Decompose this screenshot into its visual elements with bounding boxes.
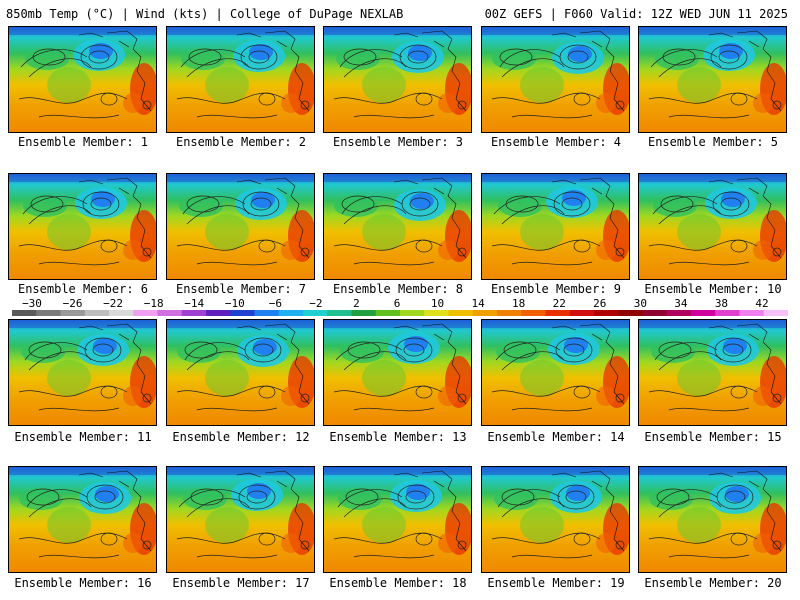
ensemble-member-label: Ensemble Member: 15 — [644, 430, 782, 444]
colorbar-swatch — [351, 310, 377, 316]
colorbar-swatch — [691, 310, 716, 316]
colorbar-tick-label: 34 — [674, 297, 688, 310]
ensemble-member-label: Ensemble Member: 12 — [172, 430, 310, 444]
colorbar-tick-label: 10 — [430, 297, 445, 310]
ensemble-map-panel — [481, 173, 630, 280]
ensemble-map-panel — [166, 26, 315, 133]
colorbar-tick-label: −30 — [22, 297, 42, 310]
colorbar-tick-label: 6 — [393, 297, 401, 310]
ensemble-member-label: Ensemble Member: 5 — [647, 135, 779, 149]
colorbar-tick-label: 2 — [353, 297, 360, 310]
colorbar-swatch — [521, 310, 546, 316]
colorbar-swatch — [12, 310, 37, 316]
colorbar-swatch — [400, 310, 425, 316]
ensemble-map-panel — [481, 466, 630, 573]
ensemble-member-label: Ensemble Member: 4 — [490, 135, 622, 149]
ensemble-map-panel — [481, 319, 630, 426]
ensemble-map-panel — [323, 319, 472, 426]
ensemble-map-panel — [166, 173, 315, 280]
colorbar-swatch — [424, 310, 449, 316]
colorbar-swatch — [84, 310, 110, 316]
ensemble-member-label: Ensemble Member: 13 — [329, 430, 467, 444]
ensemble-member-label: Ensemble Member: 14 — [487, 430, 625, 444]
ensemble-map-panel — [638, 26, 787, 133]
colorbar-swatch — [303, 310, 328, 316]
colorbar-swatch — [763, 310, 788, 316]
colorbar-tick-label: −22 — [103, 297, 124, 310]
ensemble-map-panel — [638, 319, 787, 426]
colorbar-swatch — [594, 310, 619, 316]
colorbar-tick-label: 22 — [552, 297, 566, 310]
colorbar-tick-label: −10 — [224, 297, 245, 310]
colorbar-swatch — [230, 310, 255, 316]
ensemble-member-label: Ensemble Member: 7 — [175, 282, 307, 296]
colorbar-tick-label: 30 — [633, 297, 647, 310]
ensemble-member-label: Ensemble Member: 16 — [14, 576, 152, 590]
ensemble-member-label: Ensemble Member: 19 — [487, 576, 625, 590]
colorbar-tick-label: −14 — [184, 297, 205, 310]
ensemble-map-panel — [638, 466, 787, 573]
colorbar-swatch — [739, 310, 765, 316]
colorbar-swatch — [569, 310, 595, 316]
temperature-colorbar — [12, 310, 788, 316]
colorbar-swatch — [133, 310, 158, 316]
colorbar-tick-label: 42 — [755, 297, 769, 310]
ensemble-member-label: Ensemble Member: 20 — [644, 576, 782, 590]
colorbar-swatch — [206, 310, 231, 316]
ensemble-map-panel — [323, 26, 472, 133]
ensemble-member-label: Ensemble Member: 1 — [17, 135, 149, 149]
ensemble-member-label: Ensemble Member: 6 — [17, 282, 149, 296]
colorbar-tick-label: 38 — [714, 297, 729, 310]
colorbar-swatch — [618, 310, 643, 316]
colorbar-swatch — [181, 310, 207, 316]
ensemble-map-panel — [481, 26, 630, 133]
colorbar-tick-label: −2 — [309, 297, 323, 310]
ensemble-member-label: Ensemble Member: 17 — [172, 576, 310, 590]
ensemble-map-panel — [166, 466, 315, 573]
ensemble-member-label: Ensemble Member: 10 — [644, 282, 782, 296]
ensemble-map-panel — [8, 466, 157, 573]
run-valid-time: 00Z GEFS | F060 Valid: 12Z WED JUN 11 20… — [484, 7, 788, 21]
ensemble-member-label: Ensemble Member: 11 — [14, 430, 152, 444]
ensemble-map-panel — [323, 173, 472, 280]
ensemble-map-panel — [166, 319, 315, 426]
colorbar-swatch — [497, 310, 522, 316]
header: 850mb Temp (°C) | Wind (kts) | College o… — [0, 0, 800, 24]
ensemble-map-panel — [323, 466, 472, 573]
colorbar-swatch — [545, 310, 571, 316]
ensemble-member-label: Ensemble Member: 18 — [329, 576, 467, 590]
colorbar-swatch — [448, 310, 474, 316]
map-title: 850mb Temp (°C) | Wind (kts) | College o… — [6, 7, 404, 21]
colorbar-swatch — [715, 310, 740, 316]
colorbar-swatch — [109, 310, 134, 316]
colorbar-swatch — [472, 310, 498, 316]
colorbar-swatch — [254, 310, 280, 316]
colorbar-swatch — [375, 310, 401, 316]
colorbar-swatch — [60, 310, 86, 316]
ensemble-map-panel — [8, 173, 157, 280]
ensemble-map-panel — [8, 319, 157, 426]
colorbar-swatch — [157, 310, 183, 316]
colorbar-swatch — [642, 310, 668, 316]
colorbar-tick-label: −26 — [62, 297, 83, 310]
ensemble-member-label: Ensemble Member: 8 — [332, 282, 464, 296]
colorbar-swatch — [278, 310, 304, 316]
colorbar-tick-label: 18 — [512, 297, 526, 310]
ensemble-member-label: Ensemble Member: 2 — [175, 135, 307, 149]
ensemble-map-panel — [638, 173, 787, 280]
colorbar-swatch — [666, 310, 692, 316]
ensemble-member-label: Ensemble Member: 3 — [332, 135, 464, 149]
ensemble-member-label: Ensemble Member: 9 — [490, 282, 622, 296]
colorbar-tick-label: −18 — [143, 297, 164, 310]
colorbar-tick-label: −6 — [268, 297, 282, 310]
colorbar-tick-label: 26 — [593, 297, 607, 310]
ensemble-map-panel — [8, 26, 157, 133]
colorbar-swatch — [36, 310, 61, 316]
colorbar-tick-label: 14 — [471, 297, 485, 310]
colorbar-swatch — [327, 310, 352, 316]
